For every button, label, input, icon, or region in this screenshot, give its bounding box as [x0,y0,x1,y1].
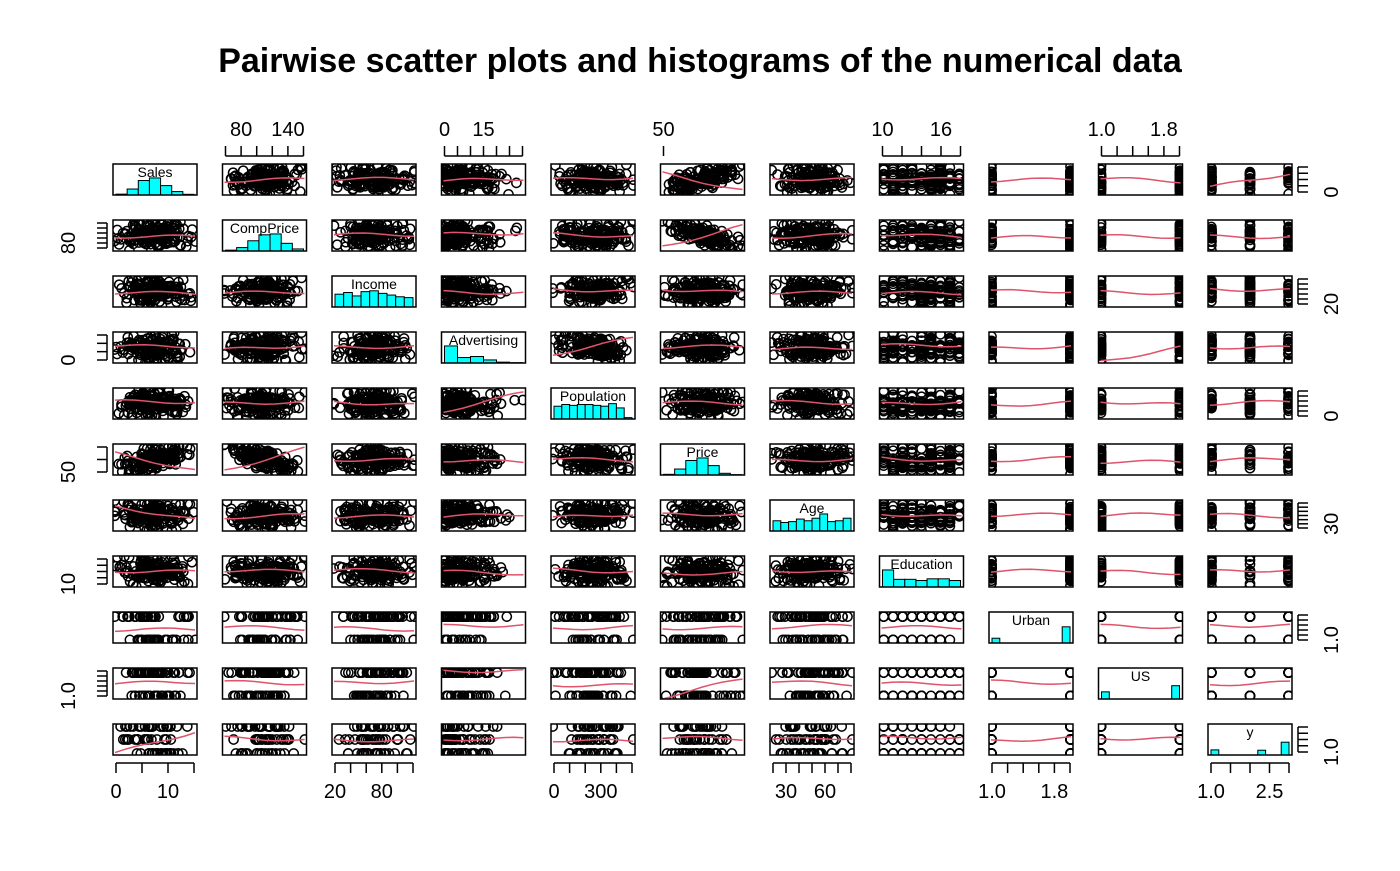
panel-advertising-education [879,328,964,367]
panel-compprice-y [1207,216,1293,255]
panel-compprice-sales [110,216,200,255]
chart-title: Pairwise scatter plots and histograms of… [218,42,1183,80]
panel-advertising-age [767,329,857,368]
smoother-line [1101,235,1181,239]
panel-compprice-price [658,216,748,254]
diagonal-label-compprice: CompPrice [230,220,299,236]
panel-income-sales [113,272,197,311]
scatter-points [1096,160,1184,199]
histogram-bar [127,189,138,195]
panel-advertising-income [329,328,416,367]
histogram-bar [149,178,160,195]
scatter-point [955,273,964,282]
panel-compprice-education [879,217,964,255]
scatter-points [227,161,307,199]
panel-sales-sales: Sales [113,164,197,195]
panel-sales-us [1096,160,1184,199]
scatter-point [955,217,964,226]
scatter-point [333,240,342,249]
panel-compprice-income [329,216,416,253]
panel-sales-population [551,160,638,199]
histogram-bar [404,298,413,307]
histogram-bar [370,291,379,307]
smoother-line [991,290,1071,293]
histogram-bar [396,297,405,307]
scatter-point [658,217,667,226]
panel-compprice-compprice: CompPrice [223,220,307,251]
scatter-point [329,221,338,230]
panel-income-price [660,272,748,311]
histogram-bar [378,293,387,307]
scatter-point [879,185,888,194]
panel-income-y [1207,272,1293,309]
scatter-point [551,161,560,170]
histogram-bar [281,243,292,251]
histogram-bar [387,295,396,307]
panel-income-urban [987,272,1075,311]
panel-grid: SalesCompPriceIncomeAdvertisingPopulatio… [110,160,1293,758]
panel-sales-age [767,160,855,199]
scatter-points [1207,272,1293,309]
panel-sales-price [661,160,747,198]
smoother-line [991,178,1071,182]
scatter-point [297,273,306,282]
panel-income-income: Income [332,276,416,307]
histogram-bar [445,346,458,363]
panel-sales-income [332,161,419,199]
scatter-point [629,175,638,184]
panel-sales-compprice [223,161,307,199]
panel-income-advertising [439,272,526,311]
scatter-point [907,353,916,362]
histogram-bar [248,241,259,251]
panel-advertising-sales [110,328,197,367]
diagonal-label-income: Income [351,276,397,292]
panel-advertising-price [658,328,745,367]
diagonal-label-advertising: Advertising [449,332,518,348]
histogram-bar [361,292,370,307]
scatter-points [879,328,964,367]
scatter-point [773,333,782,342]
scatter-point [220,350,229,359]
panel-sales-advertising [439,160,526,199]
panel-compprice-population [549,216,638,255]
panel-sales-y [1207,163,1293,199]
smoother-line [1101,291,1181,295]
panel-compprice-advertising [439,216,526,255]
panel-frame [1099,164,1183,195]
histogram-bar [458,358,471,363]
panel-income-education [879,273,964,311]
panel-advertising-population [550,328,635,367]
histogram-bar [344,293,353,307]
histogram-bar [259,235,270,251]
scatter-point [936,330,945,339]
panel-income-compprice [220,272,307,310]
scatter-point [848,235,857,244]
panel-compprice-age [769,216,857,255]
diagonal-label-sales: Sales [137,164,172,180]
panel-sales-urban [987,160,1075,199]
panel-income-population [548,272,638,311]
histogram-bar [335,294,344,307]
panel-compprice-urban [987,216,1075,255]
panel-compprice-us [1096,218,1184,255]
scatter-point [549,239,558,248]
histogram-bar [471,357,484,363]
panel-income-age [767,272,857,311]
histogram-bar [270,234,281,251]
scatter-points [664,160,747,198]
smoother-line [991,236,1071,239]
scatter-points [658,216,748,254]
scatter-points [329,216,414,253]
scatter-point [738,280,747,289]
panel-advertising-compprice [220,328,310,367]
panel-sales-education [879,160,964,199]
histogram-bar [352,296,361,307]
smoother-line [1101,178,1181,183]
panel-income-us [1096,272,1184,311]
histogram-bar [161,186,172,195]
panel-advertising-advertising: Advertising [442,332,526,363]
histogram-bar [138,181,149,195]
